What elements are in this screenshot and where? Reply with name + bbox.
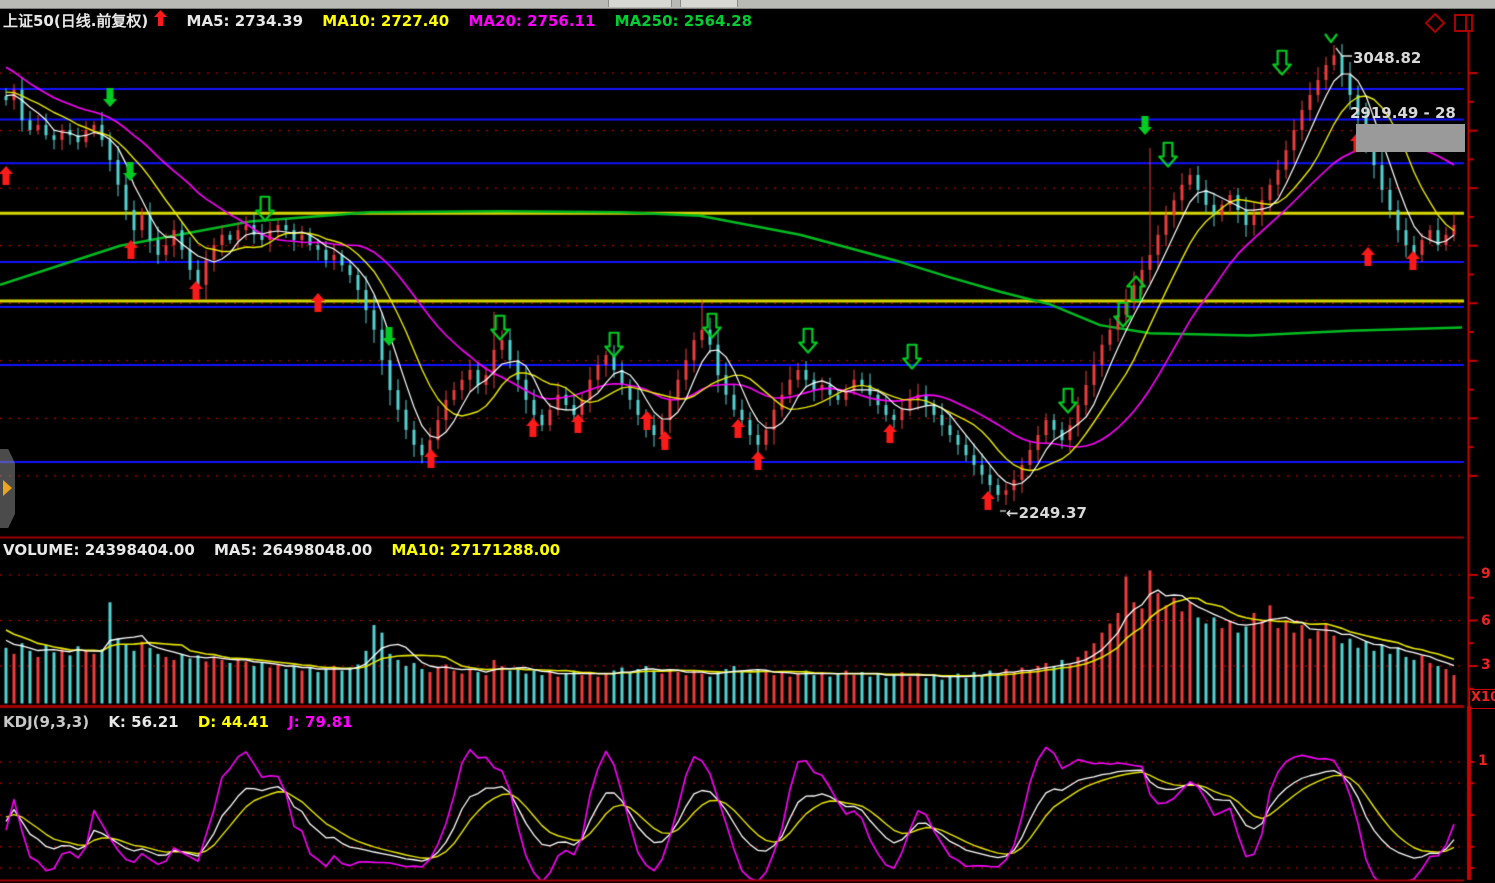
- window-edge-segment: [680, 0, 738, 7]
- volume-axis-tick-9: 9: [1481, 566, 1491, 582]
- diamond-icon[interactable]: [1424, 12, 1446, 34]
- chart-scroll-handle[interactable]: [0, 449, 15, 528]
- ma250-value: MA250: 2564.28: [614, 12, 753, 30]
- ma20-value: MA20: 2756.11: [468, 12, 596, 30]
- chart-toolbar-icons: [1424, 12, 1474, 38]
- kdj-axis-tick-100: 1: [1478, 753, 1488, 769]
- kdj-k-value: K: 56.21: [108, 713, 179, 731]
- volume-value: VOLUME: 24398404.00: [3, 541, 195, 559]
- window-edge-strip: [0, 0, 1495, 9]
- kdj-d-value: D: 44.41: [197, 713, 269, 731]
- peak-price-annotation: 3048.82: [1353, 49, 1422, 67]
- kdj-name: KDJ(9,3,3): [3, 713, 90, 731]
- symbol-title: 上证50(日线.前复权): [3, 12, 149, 30]
- low-price-annotation: ←2249.37: [1006, 504, 1087, 522]
- window-edge-segment: [608, 0, 672, 7]
- kdj-header: KDJ(9,3,3) K: 56.21 D: 44.41 J: 79.81: [3, 713, 366, 731]
- ma5-value: MA5: 2734.39: [186, 12, 304, 30]
- ma10-value: MA10: 2727.40: [322, 12, 450, 30]
- level-tooltip-box: [1356, 124, 1465, 152]
- up-arrow-icon: [154, 10, 168, 30]
- volume-axis-tick-6: 6: [1481, 613, 1491, 629]
- main-chart-header: 上证50(日线.前复权) MA5: 2734.39 MA10: 2727.40 …: [3, 10, 766, 31]
- volume-multiplier-label: X10: [1469, 689, 1495, 709]
- split-window-icon[interactable]: [1454, 12, 1474, 34]
- level-tooltip-text: 2919.49 - 28: [1350, 104, 1456, 122]
- volume-header: VOLUME: 24398404.00 MA5: 26498048.00 MA1…: [3, 541, 574, 559]
- kdj-j-value: J: 79.81: [288, 713, 353, 731]
- play-icon: [3, 480, 12, 496]
- volume-ma10-value: MA10: 27171288.00: [391, 541, 561, 559]
- volume-ma5-value: MA5: 26498048.00: [214, 541, 373, 559]
- volume-axis-tick-3: 3: [1481, 657, 1491, 673]
